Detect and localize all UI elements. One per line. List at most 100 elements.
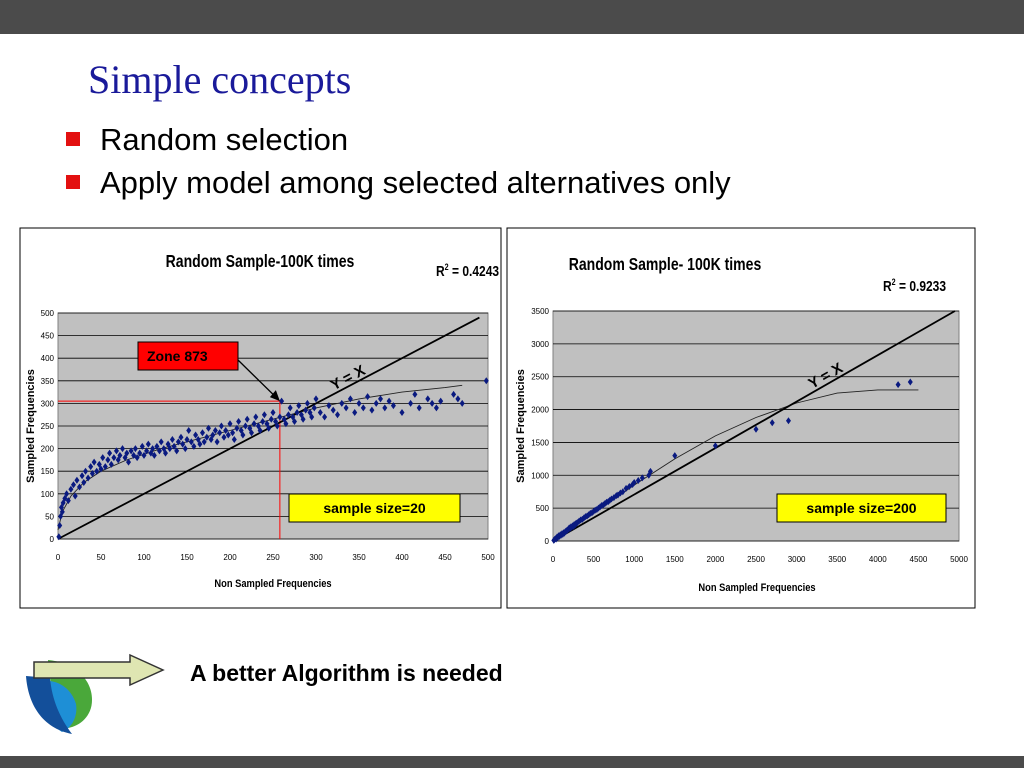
x-tick-label: 500	[481, 553, 495, 562]
data-point	[98, 465, 104, 473]
data-point	[266, 424, 272, 432]
data-point	[326, 402, 332, 410]
data-point	[260, 417, 266, 425]
data-point	[712, 442, 718, 450]
data-point	[279, 397, 285, 405]
bullet-item: Random selection	[64, 118, 731, 161]
data-point	[335, 411, 340, 419]
sample-size-box	[776, 493, 947, 523]
data-point	[128, 447, 134, 455]
slide-title: Simple concepts	[88, 57, 352, 102]
data-point	[74, 476, 80, 484]
data-point	[672, 452, 678, 460]
data-point	[154, 442, 160, 450]
x-tick-label: 3000	[788, 555, 806, 564]
data-point	[151, 451, 157, 459]
data-point	[249, 429, 254, 437]
data-point	[79, 472, 85, 480]
data-point	[270, 408, 276, 416]
data-point	[56, 533, 62, 541]
x-tick-label: 0	[56, 553, 61, 562]
chart-1: 0 50 100 150 200 250 300 350 400 450 500 0 50 100 150 2…	[19, 227, 502, 609]
data-point	[134, 454, 140, 462]
data-point	[180, 440, 186, 448]
data-point	[174, 447, 180, 455]
data-point	[365, 393, 371, 401]
data-point	[167, 445, 173, 453]
data-point	[399, 408, 405, 416]
data-point	[91, 458, 97, 466]
bullet-list: Random selection Apply model among selec…	[64, 118, 731, 204]
x-tick-label: 4500	[910, 555, 928, 564]
sample-size-label: sample size=20	[323, 500, 426, 516]
data-point	[635, 477, 641, 485]
data-point	[412, 390, 418, 398]
data-point	[429, 399, 435, 407]
data-point	[225, 431, 231, 439]
data-point	[178, 433, 184, 441]
data-point	[322, 413, 328, 421]
data-point	[369, 406, 375, 414]
y-tick-label: 200	[41, 445, 55, 454]
x-tick-label: 100	[137, 553, 151, 562]
data-point	[769, 419, 775, 427]
data-point	[182, 445, 188, 453]
identity-line	[552, 310, 956, 542]
data-point	[309, 413, 315, 421]
data-point	[438, 397, 444, 405]
data-point	[311, 404, 317, 412]
data-point	[88, 463, 94, 471]
bottom-bar	[0, 756, 1024, 768]
data-point	[785, 417, 791, 425]
data-point	[204, 433, 210, 441]
bullet-text: Apply model among selected alternatives …	[100, 165, 731, 200]
data-point	[217, 429, 223, 437]
y-tick-label: 2000	[531, 406, 549, 415]
trend-curve	[57, 384, 463, 531]
data-point	[163, 449, 168, 457]
data-point	[300, 415, 306, 423]
data-point	[188, 438, 194, 446]
data-point	[81, 479, 87, 486]
r2-value: = 0.4243	[449, 263, 500, 280]
data-point	[378, 395, 383, 403]
data-point	[907, 378, 913, 386]
x-axis-label: Non Sampled Frequencies	[698, 582, 815, 594]
data-point	[145, 440, 151, 448]
data-point	[64, 490, 70, 498]
data-point	[360, 404, 366, 412]
sample-size-box	[288, 493, 461, 523]
data-point	[206, 424, 211, 432]
x-tick-label: 200	[223, 553, 237, 562]
data-point	[373, 399, 379, 407]
data-point	[268, 415, 274, 423]
x-tick-label: 500	[587, 555, 601, 564]
top-bar	[0, 0, 1024, 34]
y-tick-label: 450	[41, 332, 55, 341]
data-point	[753, 425, 759, 433]
data-point	[352, 408, 358, 416]
data-point	[120, 445, 125, 453]
data-point	[214, 438, 220, 446]
bullet-text: Random selection	[100, 122, 349, 157]
r2-label: R2 = 0.4243	[436, 262, 499, 279]
data-point	[425, 395, 431, 403]
data-point	[382, 404, 388, 412]
data-point	[631, 479, 637, 487]
data-point	[156, 447, 162, 455]
r2-superscript: 2	[892, 277, 896, 287]
data-point	[356, 399, 362, 407]
x-tick-label: 1000	[625, 555, 643, 564]
data-point	[158, 438, 164, 446]
data-point	[210, 431, 216, 439]
data-point	[455, 395, 461, 403]
data-point	[199, 429, 205, 437]
bullet-item: Apply model among selected alternatives …	[64, 161, 731, 204]
x-tick-label: 1500	[666, 555, 684, 564]
data-point	[150, 445, 156, 453]
r2-symbol: R	[436, 263, 445, 280]
data-point	[201, 438, 207, 446]
data-point	[227, 420, 233, 428]
data-point	[193, 431, 199, 439]
